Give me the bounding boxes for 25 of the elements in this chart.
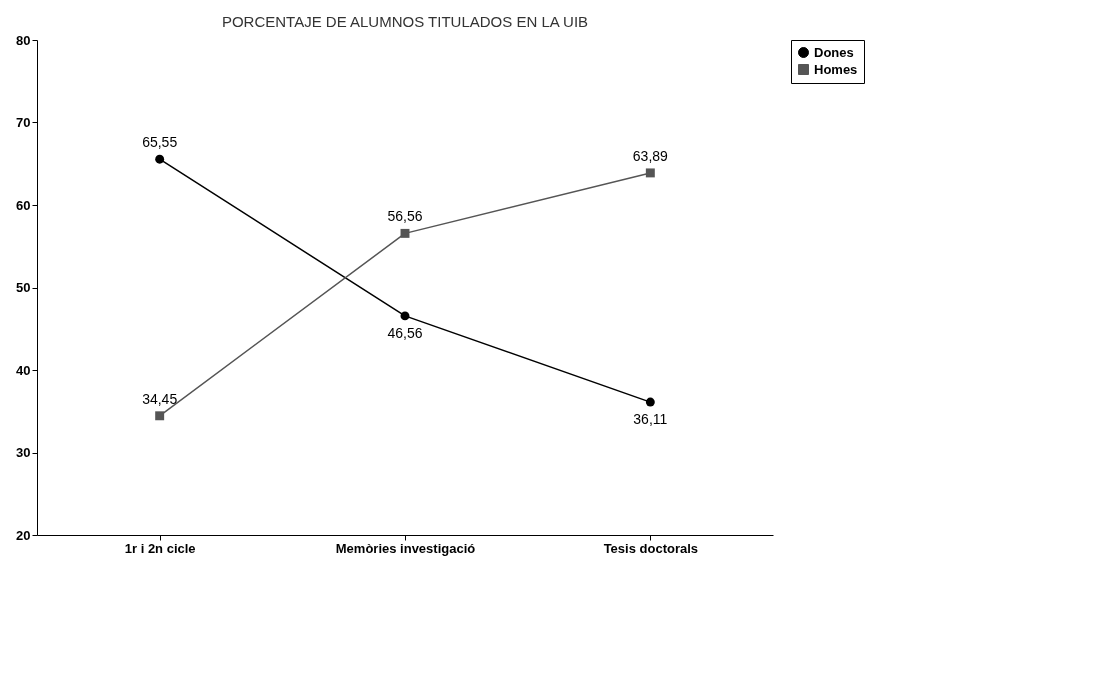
y-tick-label: 40 xyxy=(16,362,31,378)
point xyxy=(645,168,655,178)
point xyxy=(155,154,165,164)
y-tick-label: 50 xyxy=(16,280,31,295)
data-label: 63,89 xyxy=(632,147,669,164)
y-tick-label: 70 xyxy=(16,115,31,130)
data-label: 65,55 xyxy=(142,134,178,151)
y-tick-label: 30 xyxy=(16,445,31,460)
data-label: 34,45 xyxy=(142,390,178,407)
chart-title: PORCENTAJE DE ALUMNOS TITULADOS EN LA UIB xyxy=(221,13,589,30)
data-label: 36,11 xyxy=(633,411,668,428)
point xyxy=(400,228,410,238)
y-tick-label: 60 xyxy=(16,197,31,213)
legend-label: Homes xyxy=(814,61,858,77)
point xyxy=(400,311,410,321)
x-tick-label: 1r i 2n cicle xyxy=(124,540,196,556)
data-label: 56,56 xyxy=(387,208,423,225)
legend-label: Dones xyxy=(814,44,854,60)
y-tick-label: 80 xyxy=(16,32,31,48)
x-tick-label: Memòries investigació xyxy=(335,540,476,556)
data-label: 46,56 xyxy=(387,324,423,341)
y-tick-label: 20 xyxy=(16,527,31,543)
point xyxy=(645,397,655,407)
x-tick-label: Tesis doctorals xyxy=(603,540,699,556)
point xyxy=(155,411,165,421)
